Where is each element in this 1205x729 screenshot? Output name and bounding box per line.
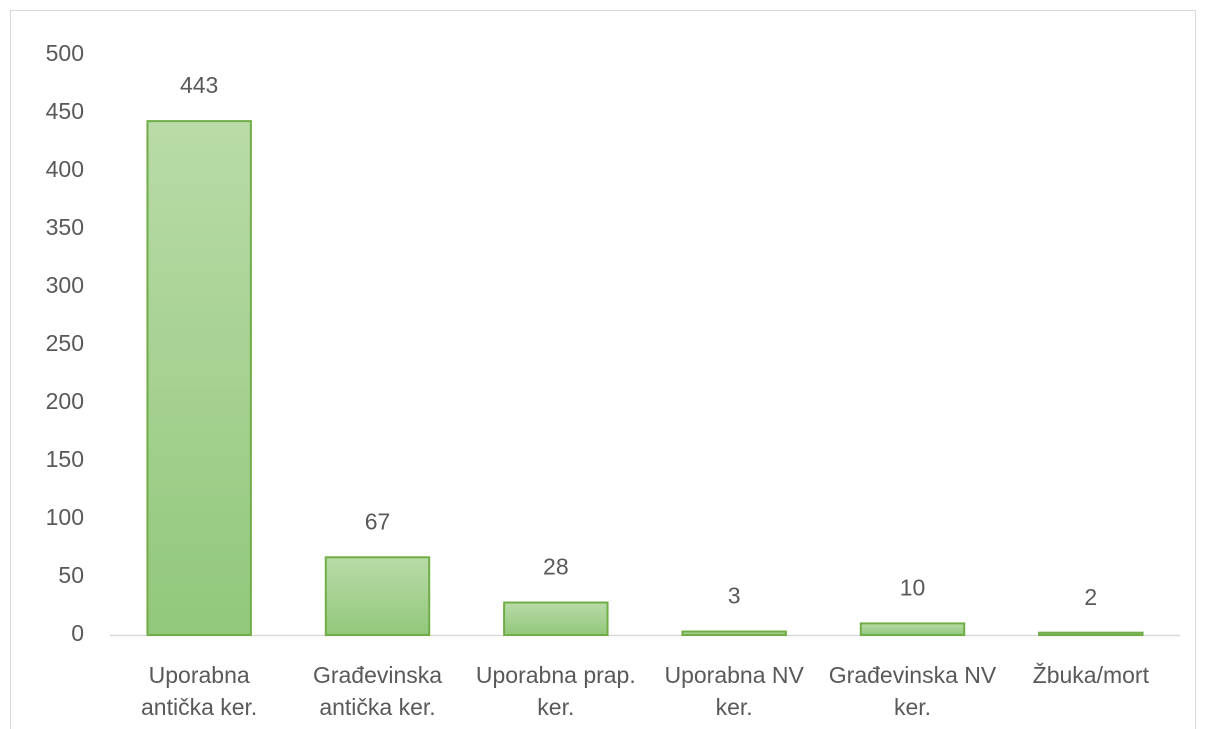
y-tick-label: 400	[46, 156, 84, 182]
y-tick-label: 0	[71, 620, 84, 646]
y-tick-label: 50	[58, 562, 84, 588]
bar	[146, 120, 252, 637]
data-label: 443	[180, 72, 218, 98]
y-tick-label: 250	[46, 330, 84, 356]
chart-frame	[10, 10, 1196, 729]
data-label: 28	[543, 554, 569, 580]
y-tick-label: 350	[46, 214, 84, 240]
bar	[503, 601, 609, 637]
x-tick-label: Uporabna prap. ker.	[475, 662, 636, 720]
x-tick-label: Građevinska antička ker.	[312, 662, 443, 720]
data-label: 3	[728, 583, 741, 609]
x-tick-label: Uporabna antička ker.	[140, 662, 258, 720]
bar	[1038, 631, 1144, 636]
y-tick-label: 150	[46, 446, 84, 472]
data-label: 2	[1084, 584, 1097, 610]
x-tick-label: Uporabna NV ker.	[664, 662, 804, 720]
y-tick-label: 300	[46, 272, 84, 298]
bar	[324, 556, 431, 637]
x-tick-label: Žbuka/mort	[1032, 662, 1149, 688]
y-tick-label: 500	[46, 40, 84, 66]
y-tick-label: 200	[46, 388, 84, 414]
x-tick-label: Građevinska NV ker.	[828, 662, 997, 720]
bar	[859, 622, 966, 637]
data-label: 67	[365, 508, 391, 534]
y-tick-label: 100	[46, 504, 84, 530]
data-label: 10	[900, 574, 926, 600]
bar	[681, 630, 787, 637]
y-tick-label: 450	[46, 98, 84, 124]
